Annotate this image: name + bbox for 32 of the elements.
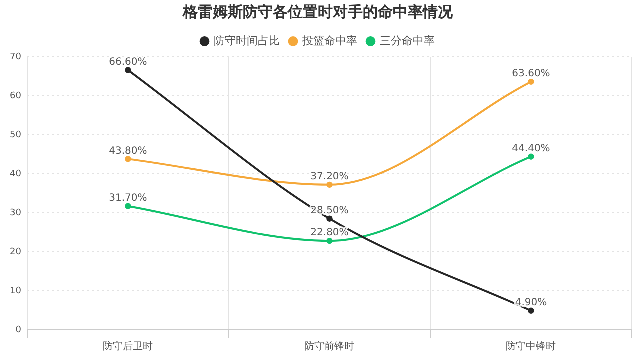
data-label: 63.60%	[512, 68, 550, 80]
legend-label: 投篮命中率	[301, 34, 358, 48]
chart-title: 格雷姆斯防守各位置时对手的命中率情况	[182, 2, 454, 21]
x-tick-label: 防守后卫时	[103, 340, 154, 353]
data-label: 4.90%	[515, 297, 548, 308]
point	[326, 182, 333, 188]
data-label: 37.20%	[310, 172, 349, 183]
point	[125, 67, 132, 74]
data-label: 66.60%	[109, 56, 148, 68]
x-tick-label: 防守前锋时	[304, 340, 355, 353]
point	[528, 308, 534, 314]
legend-label: 防守时间占比	[214, 34, 280, 48]
x-tick-label: 防守中锋时	[506, 340, 556, 353]
legend-label: 三分命中率	[380, 34, 435, 48]
y-tick-label: 60	[10, 91, 22, 102]
y-tick-label: 10	[10, 286, 22, 296]
point	[326, 216, 333, 222]
data-label: 31.70%	[109, 192, 148, 204]
point	[528, 154, 534, 160]
point	[125, 156, 132, 162]
y-tick-label: 40	[10, 169, 22, 180]
y-tick-label: 20	[10, 247, 22, 258]
data-label: 43.80%	[109, 146, 148, 157]
data-label: 44.40%	[512, 143, 550, 154]
point	[125, 203, 132, 210]
point	[528, 78, 534, 86]
y-tick-label: 30	[10, 208, 22, 218]
y-tick-label: 0	[16, 325, 22, 336]
y-tick-label: 70	[10, 52, 22, 62]
data-label: 22.80%	[310, 228, 349, 239]
y-tick-label: 50	[10, 130, 22, 140]
point	[326, 238, 333, 244]
